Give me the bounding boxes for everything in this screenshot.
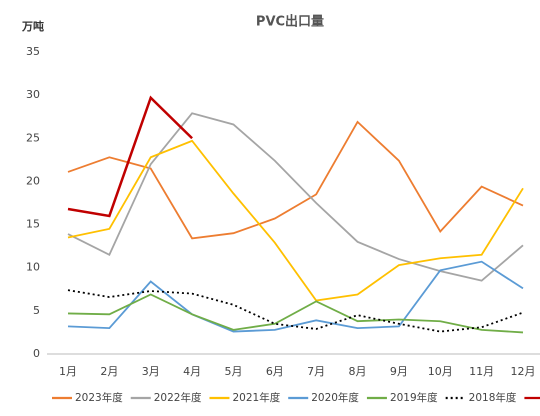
x-tick-label: 8月: [349, 365, 367, 378]
y-tick-label: 25: [26, 131, 40, 144]
legend-label: 2022年度: [154, 391, 202, 404]
legend-label: 2018年度: [469, 391, 517, 404]
y-tick-label: 10: [26, 261, 40, 274]
series-line: [67, 95, 193, 218]
x-tick-label: 7月: [307, 365, 325, 378]
series-line: [67, 112, 524, 282]
series-line: [67, 293, 524, 334]
legend-label: 2020年度: [311, 391, 359, 404]
x-tick-label: 12月: [511, 365, 536, 378]
x-tick-label: 1月: [59, 365, 77, 378]
y-tick-label: 5: [33, 304, 40, 317]
series-line: [67, 289, 524, 333]
x-tick-label: 9月: [390, 365, 408, 378]
x-tick-label: 5月: [224, 365, 242, 378]
series-line: [67, 120, 524, 240]
y-tick-label: 0: [33, 347, 40, 360]
x-tick-label: 3月: [142, 365, 160, 378]
x-tick-label: 2月: [100, 365, 118, 378]
x-tick-label: 11月: [469, 365, 494, 378]
series-line: [67, 260, 524, 333]
series-line: [67, 139, 524, 302]
x-tick-label: 4月: [183, 365, 201, 378]
y-tick-label: 20: [26, 174, 40, 187]
legend-label: 2023年度: [75, 391, 123, 404]
y-tick-label: 35: [26, 45, 40, 58]
x-tick-label: 6月: [266, 365, 284, 378]
legend-label: 2021年度: [232, 391, 280, 404]
y-tick-label: 30: [26, 88, 40, 101]
legend-label: 2019年度: [390, 391, 438, 404]
y-unit: 万吨: [21, 19, 44, 33]
y-tick-label: 15: [26, 218, 40, 231]
x-tick-label: 10月: [428, 365, 453, 378]
chart-title: PVC出口量: [256, 14, 324, 30]
